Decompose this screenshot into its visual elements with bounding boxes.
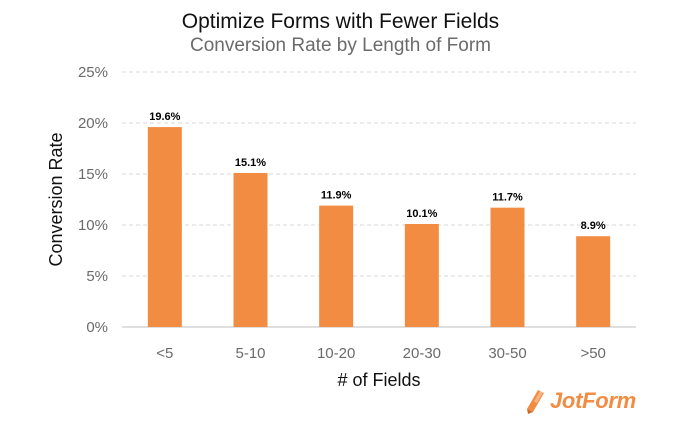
bar — [319, 205, 354, 327]
bar — [404, 223, 439, 327]
y-tick-label: 0% — [86, 319, 108, 336]
bars — [147, 127, 611, 327]
bar — [576, 236, 611, 327]
data-label: 11.7% — [492, 192, 523, 204]
x-tick-label: 5-10 — [235, 345, 265, 362]
y-tick-label: 5% — [86, 268, 108, 285]
x-tick-label: 10-20 — [317, 345, 355, 362]
gridlines — [122, 71, 636, 328]
x-tick-label: <5 — [156, 345, 173, 362]
jotform-logo-text: JotForm — [550, 388, 636, 413]
x-tick-label: 20-30 — [403, 345, 441, 362]
x-tick-labels: <5 5-10 10-20 20-30 30-50 >50 — [156, 345, 606, 362]
data-label: 8.9% — [581, 220, 606, 232]
chart-subtitle: Conversion Rate by Length of Form — [190, 35, 491, 56]
y-axis-title: Conversion Rate — [46, 132, 66, 266]
x-tick-label: 30-50 — [488, 345, 526, 362]
y-tick-labels: 0% 5% 10% 15% 20% 25% — [78, 64, 108, 336]
data-label: 10.1% — [406, 208, 437, 220]
x-tick-label: >50 — [580, 345, 605, 362]
data-label: 19.6% — [149, 111, 180, 123]
y-tick-label: 15% — [78, 166, 108, 183]
chart-title: Optimize Forms with Fewer Fields — [181, 10, 500, 33]
x-axis-title: # of Fields — [337, 370, 420, 390]
y-tick-label: 25% — [78, 64, 108, 81]
data-labels: 19.6% 15.1% 11.9% 10.1% 11.7% 8.9% — [149, 111, 606, 232]
data-label: 11.9% — [321, 190, 352, 202]
jotform-pencil-icon — [527, 390, 544, 414]
y-tick-label: 20% — [78, 115, 108, 132]
bar — [147, 127, 182, 327]
jotform-logo: JotForm — [524, 386, 636, 416]
data-label: 15.1% — [235, 157, 266, 169]
bar — [233, 172, 268, 327]
bar — [490, 207, 525, 327]
y-tick-label: 10% — [78, 217, 108, 234]
